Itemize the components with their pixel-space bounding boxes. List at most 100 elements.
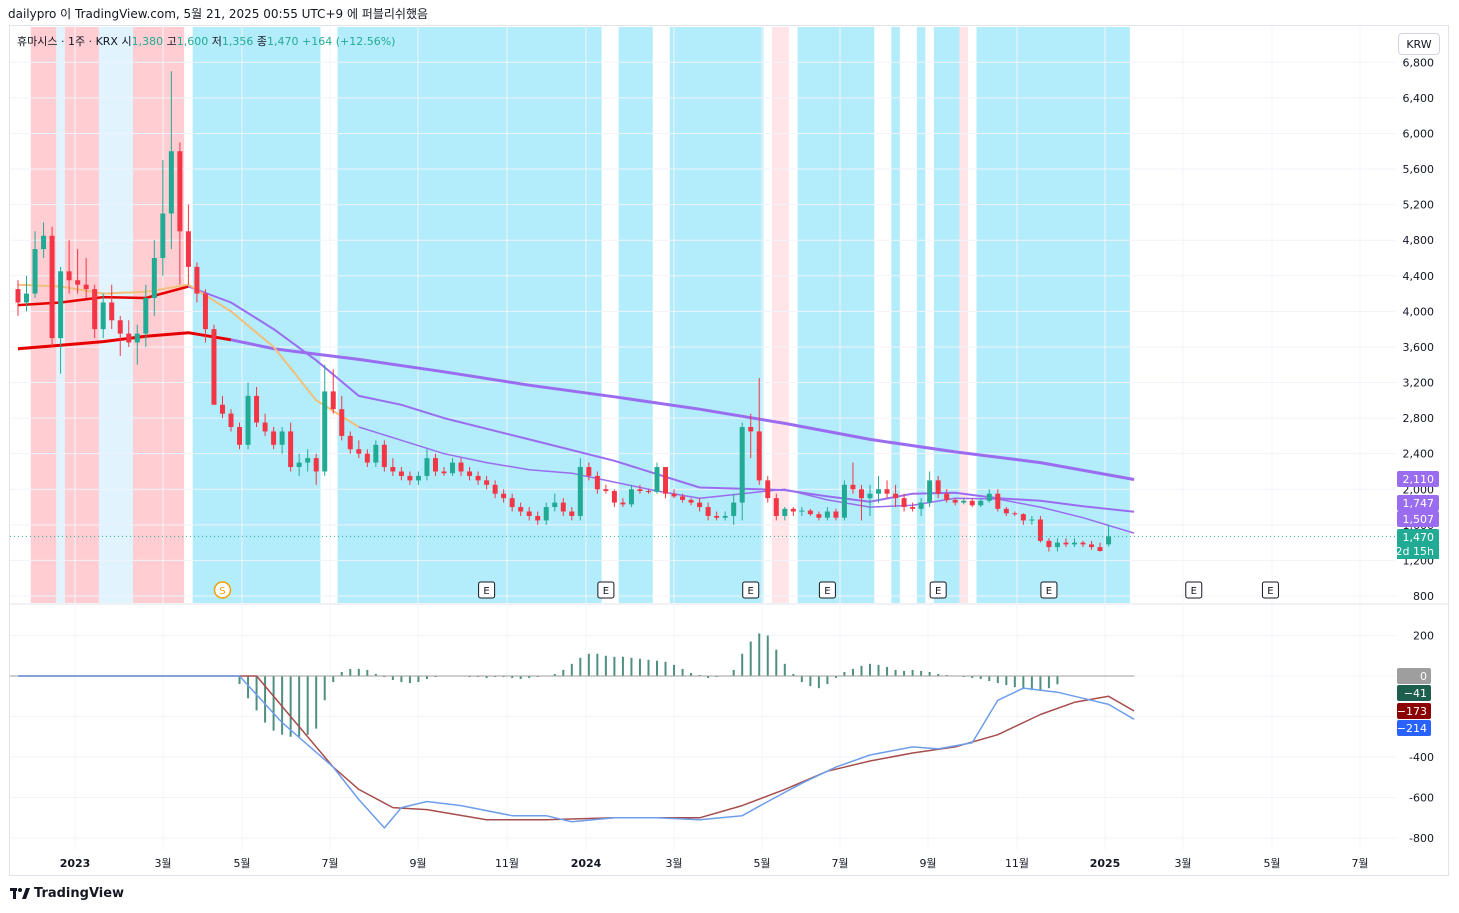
time-axis-label: 9월: [409, 857, 426, 870]
candle-body: [245, 395, 251, 445]
macd-histogram-bar: [400, 676, 403, 683]
candle-body: [773, 498, 779, 516]
candle-body: [833, 511, 839, 518]
background-band: [959, 27, 968, 603]
time-axis-label: 2024: [571, 857, 602, 870]
candle-body: [535, 515, 541, 521]
price-badge-label: 2,110: [1403, 473, 1435, 486]
background-band: [916, 27, 926, 603]
currency-button[interactable]: KRW: [1398, 33, 1440, 55]
candle-body: [484, 480, 490, 485]
candle-body: [714, 515, 720, 518]
earnings-marker-label: E: [935, 586, 941, 597]
macd-histogram-bar: [1030, 676, 1033, 691]
candle-body: [151, 257, 157, 299]
macd-histogram-bar: [894, 669, 897, 676]
macd-value-label: −173: [1397, 705, 1427, 718]
candle-body: [850, 484, 856, 490]
candle-body: [364, 453, 370, 463]
tradingview-logo-text: TradingView: [34, 886, 125, 901]
candle-body: [799, 510, 805, 512]
candle-body: [765, 480, 771, 499]
price-axis-label: 4,400: [1403, 270, 1435, 283]
candle-body: [501, 493, 507, 499]
background-band: [669, 27, 764, 603]
candle-body: [160, 213, 166, 258]
macd-histogram-bar: [613, 656, 616, 676]
macd-axis-label: -600: [1409, 792, 1434, 805]
macd-histogram-bar: [587, 653, 590, 676]
candle-body: [560, 502, 566, 512]
tradingview-logo[interactable]: TradingView: [10, 886, 124, 901]
macd-histogram-bar: [315, 676, 318, 729]
macd-histogram-bar: [928, 671, 931, 676]
macd-histogram-bar: [775, 649, 778, 676]
price-axis-label: 6,800: [1403, 56, 1435, 69]
price-badge-label: 1,747: [1403, 497, 1435, 510]
candle-body: [458, 462, 464, 472]
candle-body: [288, 431, 294, 468]
candle-body: [24, 293, 30, 303]
background-band: [933, 27, 960, 603]
macd-histogram-bar: [1022, 676, 1025, 690]
macd-histogram-bar: [485, 676, 488, 679]
candle-body: [134, 333, 140, 343]
candle-body: [790, 508, 796, 512]
macd-histogram-bar: [860, 665, 863, 676]
countdown-label: 2d 15h: [1396, 545, 1434, 558]
candle-body: [697, 502, 703, 508]
legend-symbol[interactable]: 휴마시스 · 1주 · KRX: [17, 35, 118, 48]
candle-body: [381, 444, 387, 468]
macd-histogram-bar: [869, 663, 871, 676]
macd-axis-label: -400: [1409, 751, 1434, 764]
candle-body: [390, 467, 396, 472]
candle-body: [1029, 519, 1035, 521]
legend-change: +164 (+12.56%): [301, 35, 396, 48]
macd-histogram-bar: [945, 674, 948, 676]
candle-body: [918, 502, 924, 509]
candle-body: [603, 489, 609, 492]
macd-histogram-bar: [1005, 676, 1008, 686]
symbol-legend: 휴마시스 · 1주 · KRX 시1,380 고1,600 저1,356 종1,…: [17, 33, 395, 49]
macd-histogram-bar: [366, 669, 369, 676]
macd-histogram-bar: [758, 633, 761, 676]
candle-body: [1071, 542, 1077, 545]
candle-body: [569, 511, 575, 516]
candle-body: [901, 498, 907, 508]
legend-open-label: 시: [121, 35, 132, 48]
candle-body: [731, 502, 737, 516]
candle-body: [49, 235, 55, 339]
macd-histogram-bar: [673, 664, 676, 676]
candle-body: [543, 507, 549, 521]
macd-histogram-bar: [383, 676, 386, 678]
macd-histogram-bar: [877, 664, 880, 676]
macd-histogram-bar: [562, 669, 565, 676]
candle-body: [671, 493, 677, 497]
macd-histogram-bar: [732, 669, 735, 676]
candle-body: [586, 467, 592, 476]
time-axis-label: 3월: [665, 857, 682, 870]
macd-histogram-bar: [996, 676, 999, 684]
candle-body: [961, 500, 967, 503]
macd-histogram-bar: [468, 676, 471, 678]
macd-histogram-bar: [1013, 676, 1016, 688]
ma-long-red-line: [17, 331, 232, 351]
candle-body: [432, 458, 438, 472]
earnings-marker: [478, 581, 496, 599]
candle-body: [969, 500, 975, 506]
time-axis-label: 5월: [233, 857, 250, 870]
ma-short-orange-line: [17, 283, 360, 428]
macd-histogram-bar: [477, 676, 480, 678]
candle-body: [756, 431, 762, 481]
price-axis-label: 4,000: [1403, 305, 1435, 318]
macd-histogram-bar: [826, 676, 829, 685]
legend-low-label: 저: [211, 35, 222, 48]
macd-histogram-bar: [937, 673, 940, 676]
legend-open: 1,380: [131, 35, 164, 48]
candle-body: [867, 493, 873, 499]
candle-body: [935, 480, 941, 494]
candle-body: [237, 426, 243, 445]
candle-body: [100, 302, 106, 330]
macd-histogram-bar: [715, 676, 718, 678]
